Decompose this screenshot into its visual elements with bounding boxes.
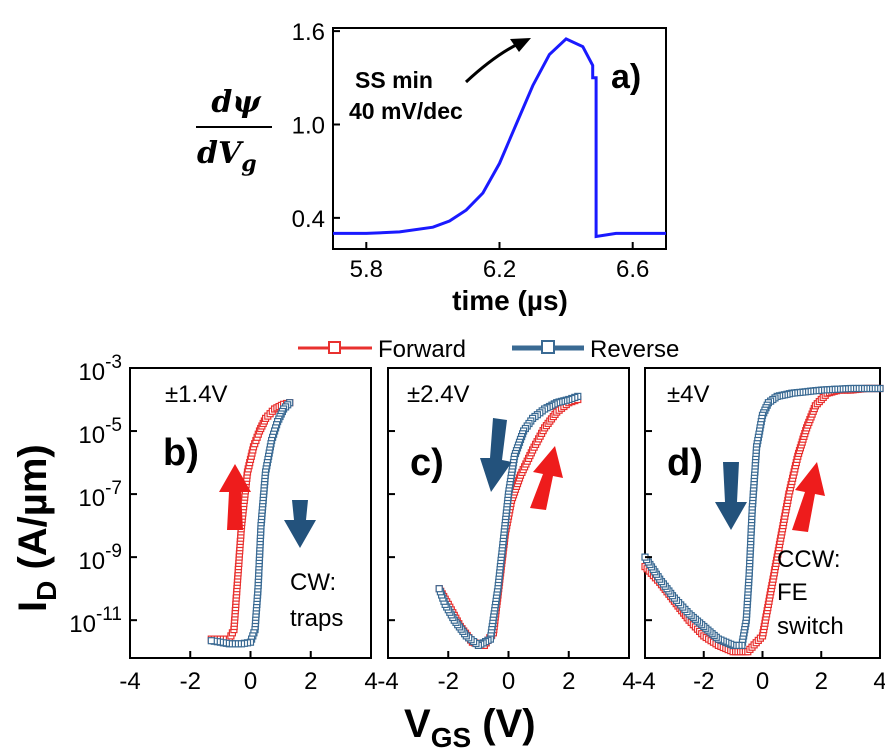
- panel-a-ytick-label: 1.6: [292, 19, 325, 46]
- panel-d-letter: d): [667, 442, 703, 484]
- ytick-label: 10-11: [69, 604, 122, 638]
- panel-c-reverse-point: [435, 585, 443, 593]
- ytick-label: 10-3: [78, 352, 122, 386]
- legend-forward-marker: [328, 341, 341, 354]
- panel-a-ytick-label: 1.0: [292, 112, 325, 139]
- panel-c-xtick-label: 4: [622, 668, 635, 695]
- panel-d-forward-arrow: [792, 462, 825, 532]
- panel-b-reverse-point: [207, 637, 215, 645]
- panel-d-xtick-label: 4: [873, 668, 885, 695]
- panel-b-xtick-label: 0: [244, 668, 257, 695]
- panel-d-reverse-arrow: [715, 462, 747, 530]
- annotation-line-1: SS min: [355, 67, 433, 93]
- panel-c-label: ±2.4V: [407, 381, 470, 408]
- panel-b-note-1: CW:: [290, 569, 336, 596]
- panel-d-xtick-label: -2: [693, 668, 714, 695]
- panel-b-xtick-label: -2: [180, 668, 201, 695]
- ytick-label: 10-5: [78, 415, 122, 449]
- panel-a-ylabel-denominator: dVg: [197, 136, 257, 177]
- panel-b-letter: b): [163, 432, 199, 474]
- shared-ylabel: ID (A/µm): [11, 444, 62, 612]
- legend-forward-label: Forward: [378, 336, 466, 363]
- panel-b-label: ±1.4V: [165, 381, 228, 408]
- shared-xlabel: VGS (V): [404, 702, 536, 748]
- panel-d-xtick-label: 0: [756, 668, 769, 695]
- panel-b-reverse-arrow: [284, 500, 316, 548]
- panel-a-xlabel: time (µs): [452, 285, 568, 316]
- panel-c-reverse-arrow: [480, 418, 512, 492]
- legend-reverse-marker: [541, 340, 555, 354]
- panel-b-xtick-label: -4: [119, 668, 140, 695]
- panel-b-reverse-line: [211, 402, 291, 645]
- panel-a: 5.8 6.2 6.6 0.4 1.0 1.6 a) SS min 40 mV/dec d…: [196, 19, 667, 316]
- panel-a-xtick-label: 5.8: [350, 256, 383, 283]
- ytick-label: 10-9: [78, 541, 122, 575]
- panel-a-label: a): [611, 58, 641, 96]
- panel-d-note-2: FE: [777, 579, 808, 606]
- legend: Forward Reverse: [298, 336, 679, 363]
- panel-d: ±4V d) CCW: FE switch: [641, 367, 884, 659]
- panel-b-note-2: traps: [290, 605, 343, 632]
- panel-d-xtick-label: 2: [815, 668, 828, 695]
- panel-d-xtick-label: -4: [634, 668, 655, 695]
- legend-reverse-label: Reverse: [590, 336, 679, 363]
- panel-c-forward-arrow: [530, 446, 563, 510]
- annotation-line-2: 40 mV/dec: [349, 98, 463, 124]
- panel-d-note-3: switch: [777, 613, 844, 640]
- panel-b-forward-line: [211, 401, 290, 640]
- panel-a-curve: [333, 37, 666, 239]
- ytick-label: 10-7: [78, 478, 122, 512]
- panel-b-xtick-label: 4: [364, 668, 377, 695]
- panel-a-xtick-label: 6.6: [616, 256, 649, 283]
- panel-c-xtick-label: 2: [562, 668, 575, 695]
- panel-c: ±2.4V c): [387, 367, 630, 659]
- panel-b: ±1.4V b) CW: traps: [129, 367, 372, 659]
- panel-a-ytick-label: 0.4: [292, 206, 325, 233]
- panel-c-xtick-label: 0: [502, 668, 515, 695]
- panel-d-note-1: CCW:: [777, 546, 841, 573]
- bottom-axes: -4 -2 0 2 4 -4 -2 0 2 4-4 -2 0 2 410-310-510-710-910-…: [69, 352, 885, 695]
- panel-a-ylabel-numerator: dψ: [211, 85, 262, 120]
- annotation-arrow: [464, 41, 521, 84]
- panel-c-xtick-label: -2: [438, 668, 459, 695]
- panel-c-xtick-label: -4: [377, 668, 398, 695]
- panel-d-label: ±4V: [667, 381, 710, 408]
- annotation-arrowhead: [510, 38, 531, 52]
- panel-a-xtick-label: 6.2: [483, 256, 516, 283]
- panel-b-xtick-label: 2: [304, 668, 317, 695]
- panel-c-letter: c): [410, 442, 444, 484]
- panel-b-forward-arrow: [219, 464, 251, 530]
